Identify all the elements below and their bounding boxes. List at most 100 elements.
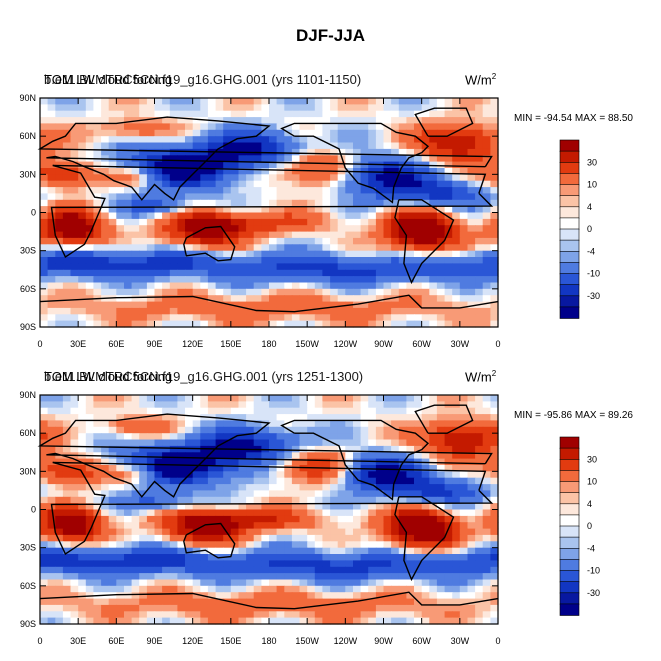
coastline	[50, 461, 494, 556]
coastline	[37, 413, 493, 498]
lon-tick-label: 30E	[70, 636, 86, 646]
coastline	[280, 419, 430, 501]
colorbar-label: 10	[587, 180, 597, 190]
colorbar-swatch	[559, 173, 580, 186]
colorbar-swatch	[559, 447, 580, 460]
lon-tick-label: 150E	[220, 339, 241, 349]
colorbar-label: 0	[587, 224, 592, 234]
panel-title-case: b.e11.BLMTRC5CN.f19_g16.GHG.001 (yrs 110…	[44, 72, 362, 87]
lat-tick-label: 90N	[19, 390, 36, 400]
coastline	[39, 591, 499, 610]
colorbar-swatch	[559, 503, 580, 516]
panel-title-case: b.e11.BLMTRC5CN.f19_g16.GHG.001 (yrs 125…	[44, 369, 364, 384]
lat-tick-label: 0	[31, 505, 36, 515]
lon-tick-label: 120E	[182, 636, 203, 646]
colorbar-swatch	[559, 570, 580, 583]
lon-tick-label: 150W	[295, 636, 319, 646]
coastline	[414, 404, 474, 434]
lon-tick-label: 0	[37, 636, 42, 646]
lon-tick-label: 120W	[334, 636, 358, 646]
lon-tick-label: 30W	[451, 636, 470, 646]
colorbar-swatch	[559, 150, 580, 163]
min-max-label: MIN = -94.54 MAX = 88.50	[514, 113, 633, 124]
lon-tick-label: 60W	[412, 636, 431, 646]
lat-tick-label: 60S	[20, 284, 36, 294]
lon-tick-label: 180	[261, 339, 276, 349]
coastlines	[37, 107, 499, 313]
colorbar-swatch	[559, 603, 580, 616]
colorbar-swatch	[559, 206, 580, 219]
lon-tick-label: 90E	[146, 339, 162, 349]
lon-tick-label: 30E	[70, 339, 86, 349]
max-label: MAX = 88.50	[574, 113, 633, 124]
colorbar-label: -10	[587, 269, 600, 279]
lat-tick-label: 60N	[19, 131, 36, 141]
lat-tick-label: 90S	[20, 322, 36, 332]
field-cells	[40, 98, 499, 328]
colorbar-swatch	[559, 559, 580, 572]
lon-tick-label: 0	[495, 636, 500, 646]
colorbar-label: 10	[587, 477, 597, 487]
colorbar-swatch	[559, 262, 580, 275]
panel-units: W/m2	[465, 72, 496, 87]
lon-tick-label: 90W	[374, 339, 393, 349]
coastline	[37, 116, 493, 201]
min-label: MIN = -94.54	[514, 113, 573, 124]
colorbar-swatch	[559, 470, 580, 483]
min-label: MIN = -95.86	[514, 410, 573, 421]
coastline	[414, 107, 474, 137]
panel-units: W/m2	[465, 369, 496, 384]
colorbar-swatch	[559, 251, 580, 264]
max-label: MAX = 89.26	[574, 410, 633, 421]
lat-tick-label: 30N	[19, 169, 36, 179]
colorbar-label: -4	[587, 246, 595, 256]
lon-tick-label: 60W	[412, 339, 431, 349]
colorbar-swatch	[559, 239, 580, 253]
lon-tick-label: 30W	[451, 339, 470, 349]
colorbar-swatch	[559, 228, 580, 241]
colorbar-swatch	[559, 525, 580, 538]
lon-tick-label: 0	[495, 339, 500, 349]
colorbar-swatch	[559, 536, 580, 550]
coastlines	[37, 404, 499, 610]
colorbar-label: 4	[587, 499, 592, 509]
lon-tick-label: 180	[261, 636, 276, 646]
lon-tick-label: 0	[37, 339, 42, 349]
colorbar-swatch	[559, 217, 580, 230]
colorbar-label: 4	[587, 202, 592, 212]
colorbar-swatch	[559, 306, 580, 319]
coastline	[183, 522, 236, 559]
panel-title-variable: TOM LW cloud forcing	[44, 369, 173, 384]
colorbar-swatch	[559, 481, 580, 494]
coastline	[183, 225, 236, 262]
colorbar-label: -4	[587, 543, 595, 553]
lat-tick-label: 90S	[20, 619, 36, 629]
panel-title-variable: TOM LW cloud forcing	[44, 72, 173, 87]
map-panel-bottom: TOM LW cloud forcing b.e11.BLMTRC5CN.f19…	[0, 357, 661, 657]
units-exponent: 2	[491, 72, 497, 81]
lat-tick-label: 60N	[19, 428, 36, 438]
panel-title: TOM LW cloud forcing b.e11.BLMTRC5CN.f19…	[44, 369, 363, 384]
colorbar: 30 10 4 0 -4 -10 -30	[559, 139, 600, 319]
map-panel-top: TOM LW cloud forcing b.e11.BLMTRC5CN.f19…	[0, 60, 661, 360]
colorbar-swatch	[559, 295, 580, 308]
lat-tick-label: 30S	[20, 543, 36, 553]
coastline	[50, 164, 494, 259]
colorbar-label: 30	[587, 157, 597, 167]
figure-title: DJF-JJA	[296, 26, 365, 45]
min-max-label: MIN = -95.86 MAX = 89.26	[514, 410, 633, 421]
lon-tick-label: 150W	[295, 339, 319, 349]
colorbar-swatch	[559, 548, 580, 561]
units-exponent: 2	[491, 369, 497, 378]
lon-tick-label: 120W	[334, 339, 358, 349]
colorbar-swatch	[559, 436, 580, 449]
colorbar-swatch	[559, 273, 580, 286]
colorbar-label: 0	[587, 521, 592, 531]
colorbar-swatch	[559, 459, 580, 472]
lon-tick-label: 90E	[146, 636, 162, 646]
colorbar-label: 30	[587, 454, 597, 464]
colorbar-swatch	[559, 592, 580, 605]
colorbar-label: -10	[587, 566, 600, 576]
